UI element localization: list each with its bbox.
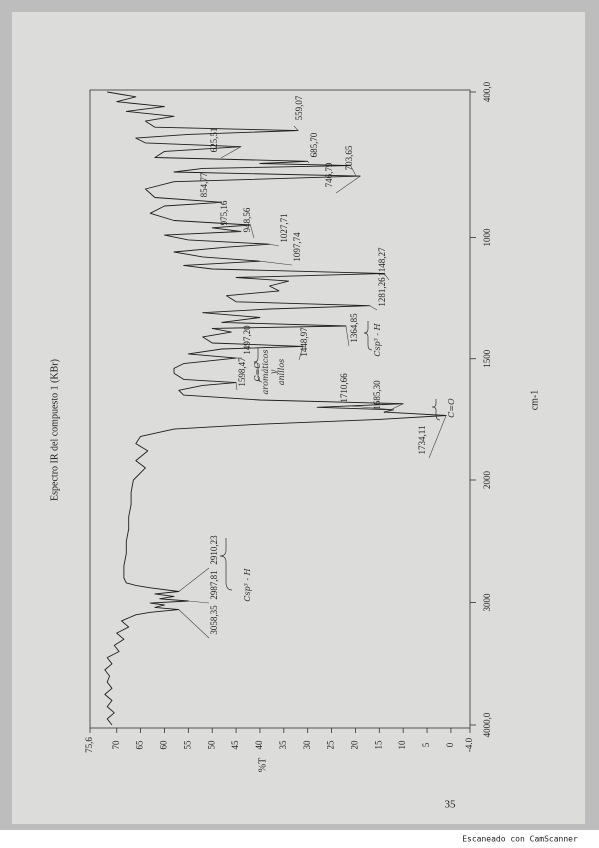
y-tick-label: 70: [111, 740, 121, 750]
brace: [363, 321, 373, 351]
y-tick-label: 75,6: [84, 737, 94, 753]
peak-label: 1281,26: [377, 277, 387, 307]
x-tick-label: 2000: [482, 471, 492, 490]
x-tick-label: 1500: [482, 349, 492, 368]
peak-leader: [269, 243, 280, 247]
y-tick-label: 25: [326, 740, 336, 750]
y-tick-label: 20: [349, 740, 359, 750]
peak-leader: [350, 165, 357, 177]
peak-leader: [293, 125, 299, 131]
peak-leader: [428, 415, 447, 459]
handwritten-note: Csp³ - H: [373, 322, 382, 356]
x-axis-label: cm-1: [529, 390, 540, 411]
peak-leader: [298, 346, 304, 361]
y-tick-label: 5: [421, 742, 431, 747]
peak-leader: [369, 305, 378, 311]
handwritten-note: C=C: [253, 363, 262, 382]
handwritten-note: aromáticos: [261, 350, 270, 395]
peak-label: 1148,27: [377, 247, 387, 276]
peak-label: 625,51: [209, 128, 219, 153]
peak-label: 1710,66: [339, 373, 349, 403]
y-tick-label: 45: [230, 740, 240, 750]
peak-label: 854,77: [199, 172, 209, 197]
peak-leader: [178, 609, 210, 639]
peak-label: 2910,23: [209, 535, 219, 565]
peak-leader: [188, 600, 210, 604]
peak-leader: [307, 161, 310, 164]
handwritten-note: y: [269, 369, 278, 375]
peak-leader: [383, 403, 404, 414]
y-tick-label: 65: [135, 740, 145, 750]
peak-label: 1364,85: [349, 313, 359, 343]
y-tick-label: 30: [302, 740, 312, 750]
x-tick-label: 400,0: [482, 81, 492, 102]
peak-label: 1497,20: [242, 325, 252, 355]
peak-leader: [235, 382, 238, 391]
peak-leader: [210, 201, 222, 204]
peak-leader: [383, 273, 390, 281]
peak-label: 703,65: [344, 145, 354, 170]
y-tick-label: 15: [373, 740, 383, 750]
peak-label: 746,79: [324, 162, 334, 187]
peak-label: 1448,97: [299, 327, 309, 357]
y-tick-label: 40: [254, 740, 264, 750]
plot-frame: [89, 89, 471, 729]
y-axis-label: %T: [257, 758, 268, 772]
peak-label: 948,56: [242, 207, 252, 232]
x-tick-label: 4000,0: [482, 712, 492, 737]
peak-leader: [259, 260, 293, 266]
peak-label: 559,07: [294, 95, 304, 120]
brace: [431, 399, 441, 421]
handwritten-note: C=O: [447, 398, 456, 418]
peak-label: 1598,47: [237, 357, 247, 387]
peak-label: 2987,81: [209, 570, 219, 599]
peak-leader: [178, 567, 210, 592]
chart-title: Espectro IR del compuesto 1 (KBr): [49, 359, 60, 501]
peak-label: 685,70: [309, 132, 319, 157]
y-tick-label: 50: [206, 740, 216, 750]
y-tick-label: 35: [278, 740, 288, 750]
handwritten-note: Csp³ - H: [243, 567, 252, 601]
y-tick-label: 60: [159, 740, 169, 750]
peak-label: 975,16: [219, 200, 229, 225]
y-tick-label: -4.0: [464, 737, 474, 752]
peak-leader: [335, 175, 361, 194]
x-tick-label: 1000: [482, 228, 492, 247]
brace: [253, 348, 263, 383]
peak-label: 1685,30: [372, 380, 382, 410]
peak-label: 1097,74: [292, 232, 302, 262]
spectrum-line: [104, 91, 447, 726]
peak-leader: [250, 224, 255, 239]
x-tick-label: 3000: [482, 593, 492, 612]
y-tick-label: 55: [182, 740, 192, 750]
peak-leader: [220, 146, 242, 159]
paper: [12, 12, 585, 824]
peak-leader: [350, 405, 394, 411]
peak-label: 1027,71: [279, 213, 289, 242]
peak-label: 1734,11: [417, 426, 427, 455]
handwritten-note: anillos: [277, 359, 286, 386]
peak-label: 3058,35: [209, 605, 219, 635]
page-number: 35: [445, 799, 457, 811]
brace: [219, 538, 233, 591]
y-tick-label: 0: [445, 742, 455, 747]
scanner-footer: Escaneado con CamScanner: [462, 835, 578, 844]
y-tick-label: 10: [397, 740, 407, 750]
peak-leader: [345, 325, 350, 347]
